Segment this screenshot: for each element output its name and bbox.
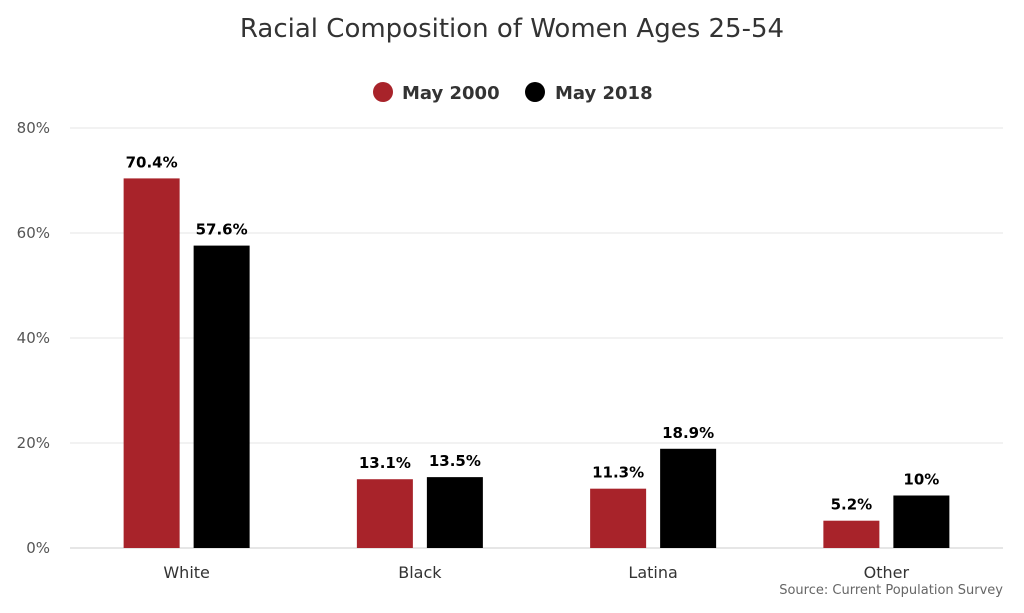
y-tick-label: 20% [17,434,50,452]
bar [356,479,413,548]
data-label: 10% [903,471,939,489]
x-tick-label: Latina [628,563,677,582]
data-label: 5.2% [831,496,873,514]
y-tick-label: 60% [17,224,50,242]
y-axis: 0% 20% 40% 60% 80% [17,119,50,557]
bar [823,520,880,548]
bar [123,178,180,548]
bars: 70.4% 57.6% 13.1% 13.5% 11.3% 18.9% 5.2% 10% [123,153,950,548]
x-axis: White Black Latina Other [163,563,909,582]
x-tick-label: Black [398,563,442,582]
bar [590,488,647,548]
bar [893,495,950,548]
bar [660,448,717,548]
bar [193,245,250,548]
legend: May 2000 May 2018 [373,82,653,104]
y-tick-label: 40% [17,329,50,347]
legend-marker [525,82,545,102]
data-label: 11.3% [592,464,644,482]
y-tick-label: 80% [17,119,50,137]
legend-marker [373,82,393,102]
bar [426,477,483,548]
data-label: 70.4% [126,153,178,171]
y-tick-label: 0% [26,539,50,557]
data-label: 13.5% [429,452,481,470]
legend-label: May 2000 [402,83,500,104]
x-tick-label: White [163,563,210,582]
data-label: 13.1% [359,454,411,472]
legend-label: May 2018 [555,83,653,104]
data-label: 18.9% [662,424,714,442]
source-note: Source: Current Population Survey [779,583,1003,598]
data-label: 57.6% [196,221,248,239]
x-tick-label: Other [864,563,910,582]
chart-title: Racial Composition of Women Ages 25-54 [240,14,784,44]
